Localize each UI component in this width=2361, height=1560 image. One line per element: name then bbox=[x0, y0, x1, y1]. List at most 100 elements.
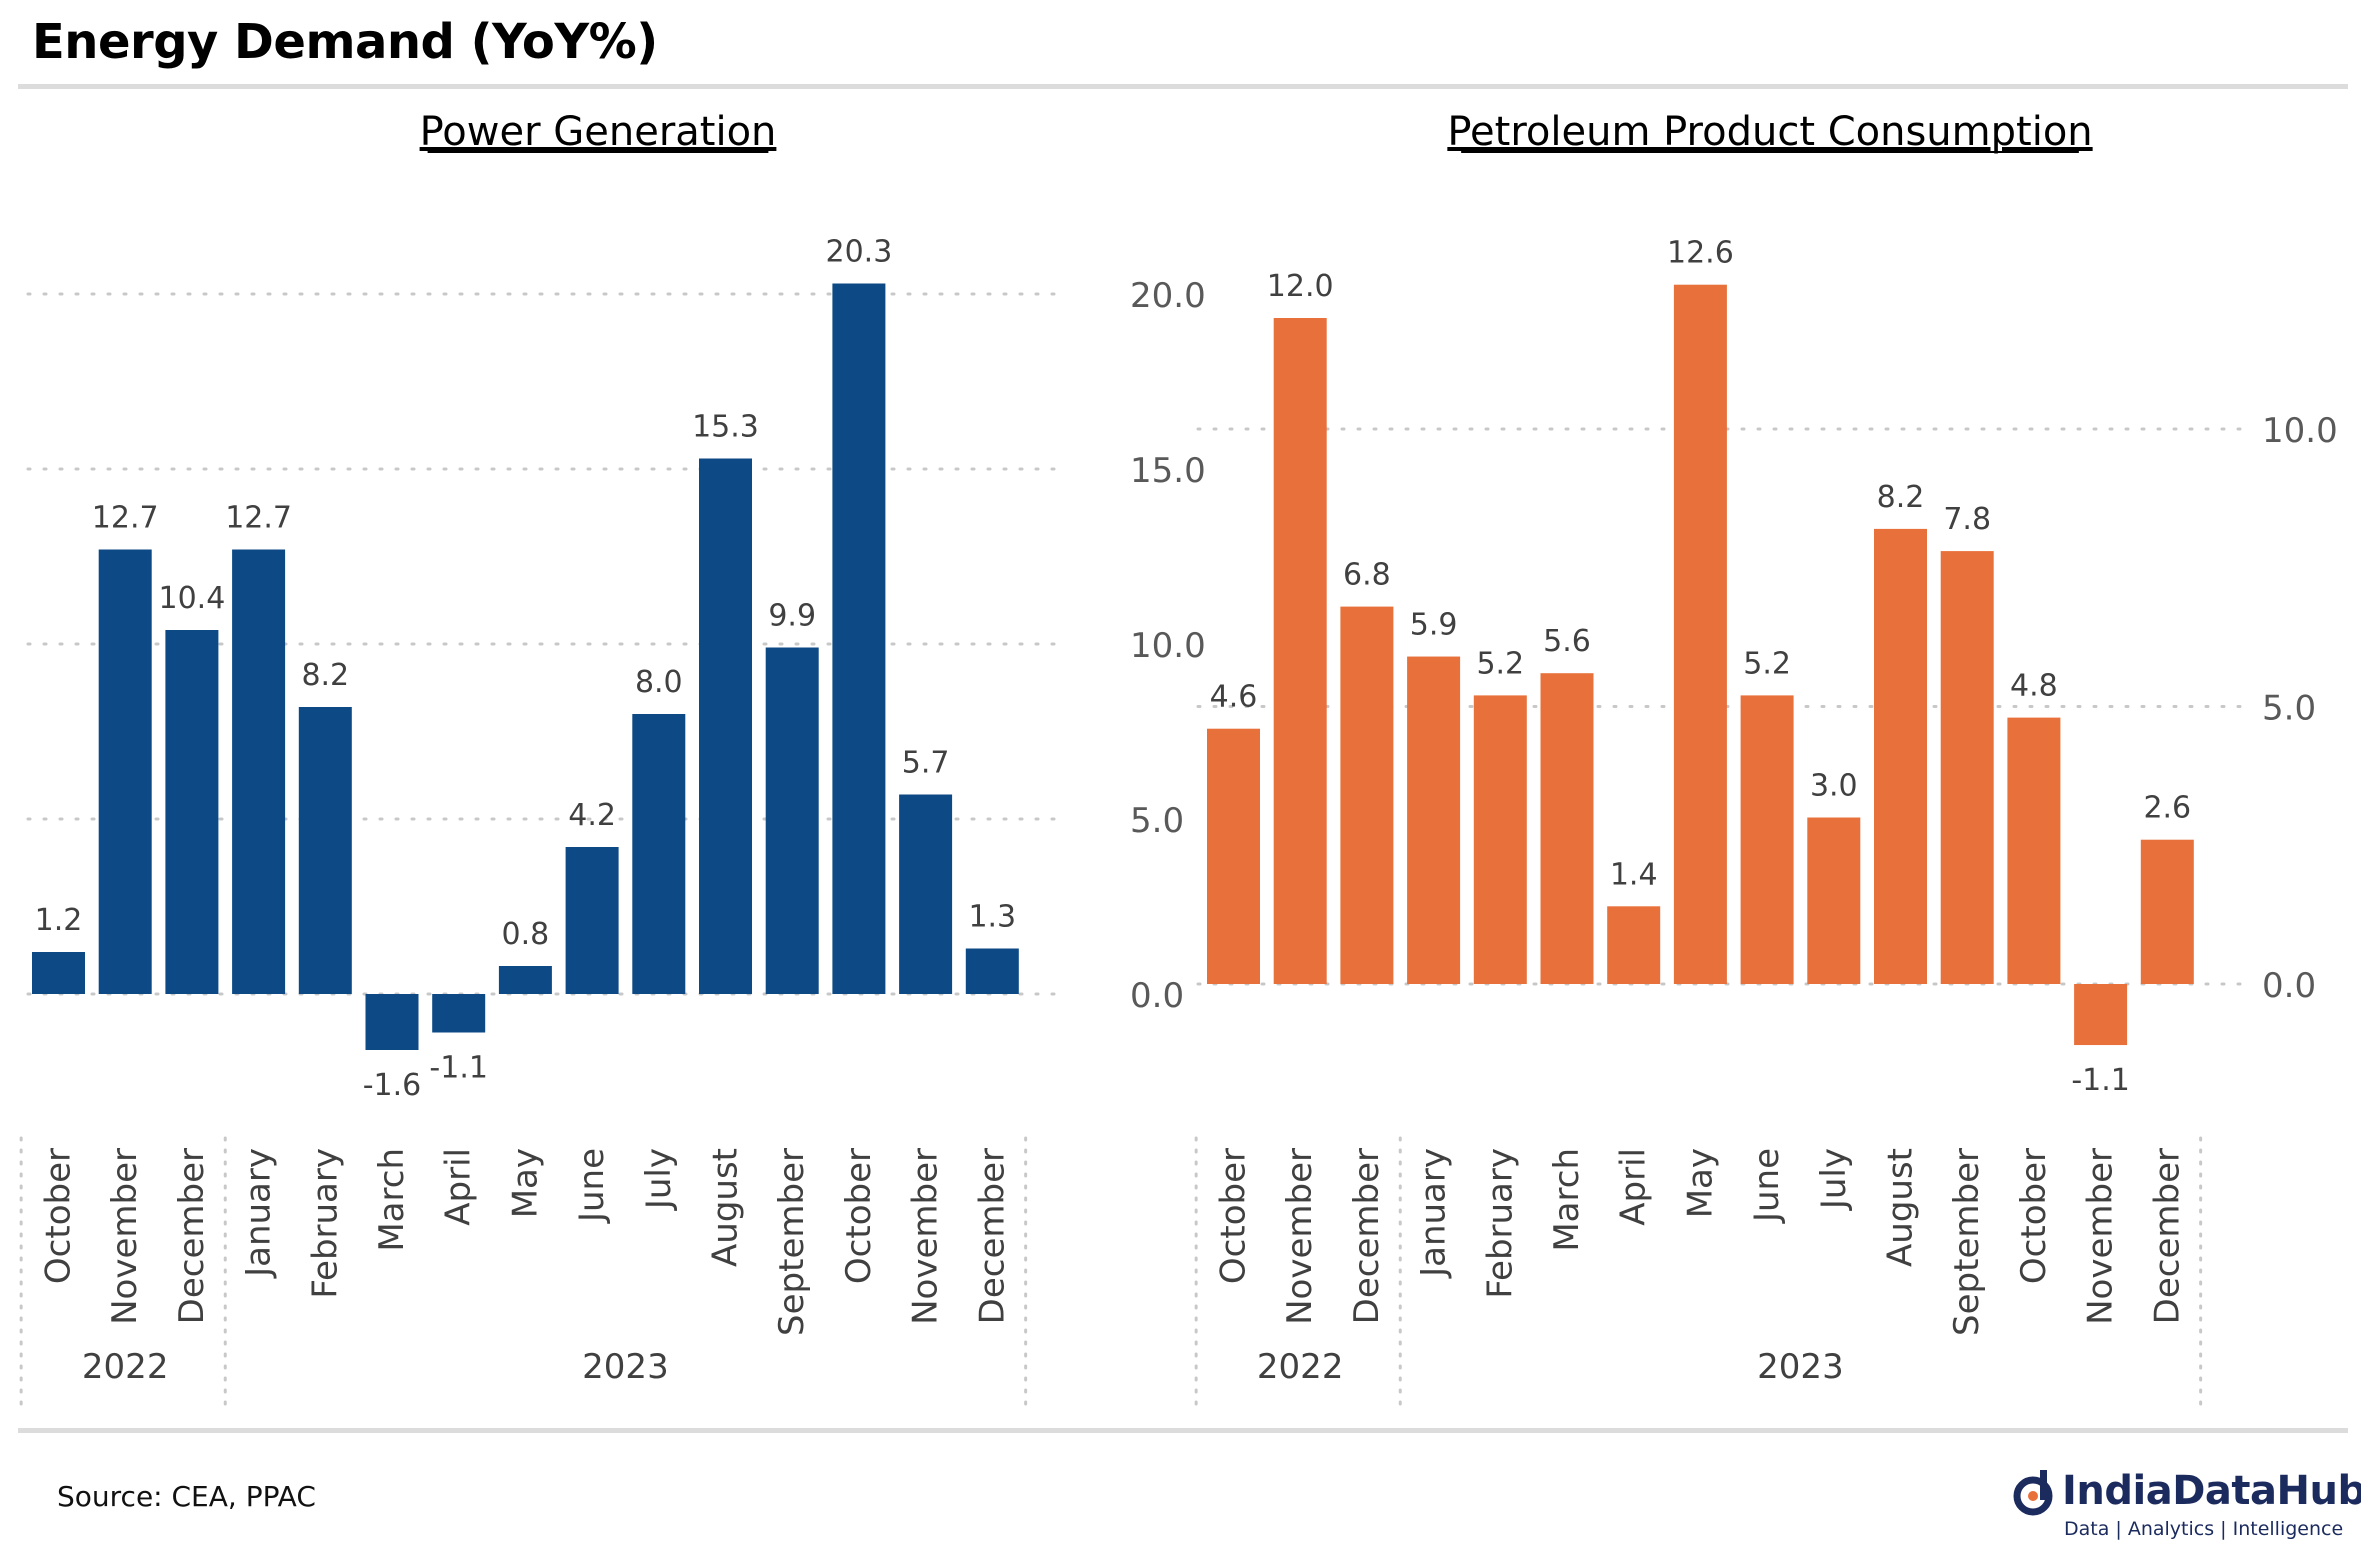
data-label: -1.1 bbox=[429, 1051, 488, 1086]
x-tick-label: September bbox=[772, 1148, 812, 1336]
x-tick-label: November bbox=[906, 1148, 946, 1325]
bar bbox=[1673, 284, 1727, 984]
x-tick-label: July bbox=[639, 1148, 679, 1211]
source-note: Source: CEA, PPAC bbox=[57, 1480, 316, 1513]
x-tick-label: January bbox=[239, 1148, 279, 1279]
data-label: 12.7 bbox=[92, 501, 159, 536]
x-tick-label: December bbox=[1347, 1148, 1387, 1324]
data-label: 2.6 bbox=[2143, 791, 2191, 826]
x-tick-label: October bbox=[1214, 1148, 1254, 1284]
data-label: 1.3 bbox=[968, 900, 1016, 935]
bar bbox=[1540, 673, 1594, 984]
x-tick-label: January bbox=[1414, 1148, 1454, 1279]
bar bbox=[1407, 656, 1461, 984]
bar bbox=[965, 948, 1019, 994]
x-tick-label: November bbox=[2081, 1148, 2121, 1325]
bar bbox=[298, 707, 352, 994]
data-label: 4.8 bbox=[2010, 669, 2058, 704]
y-tick-label: 10.0 bbox=[1130, 626, 1206, 666]
x-tick-label: August bbox=[1881, 1148, 1921, 1267]
data-label: 20.3 bbox=[826, 235, 893, 270]
bar bbox=[1740, 695, 1794, 984]
x-tick-label: May bbox=[1680, 1148, 1720, 1218]
y-tick-label: 20.0 bbox=[1130, 276, 1206, 316]
bar bbox=[1340, 606, 1394, 984]
bar bbox=[1807, 817, 1861, 984]
data-label: 4.6 bbox=[1210, 680, 1258, 715]
year-label: 2023 bbox=[1757, 1347, 1844, 1387]
data-label: 15.3 bbox=[692, 410, 759, 445]
data-label: 3.0 bbox=[1810, 769, 1858, 804]
x-tick-label: December bbox=[972, 1148, 1012, 1324]
x-tick-label: November bbox=[105, 1148, 145, 1325]
bar bbox=[432, 994, 486, 1033]
bar bbox=[32, 952, 85, 994]
x-tick-label: July bbox=[1814, 1148, 1854, 1211]
data-label: 12.7 bbox=[225, 501, 292, 536]
bar bbox=[765, 647, 819, 994]
data-label: 10.4 bbox=[159, 581, 226, 616]
data-label: 5.6 bbox=[1543, 624, 1591, 659]
bar bbox=[232, 549, 286, 994]
x-tick-label: August bbox=[706, 1148, 746, 1267]
x-tick-label: October bbox=[2014, 1148, 2054, 1284]
data-label: 12.6 bbox=[1667, 236, 1734, 271]
data-label: 7.8 bbox=[1943, 502, 1991, 537]
y-tick-label: 15.0 bbox=[1130, 451, 1206, 491]
data-label: 1.2 bbox=[35, 903, 83, 938]
data-label: 5.9 bbox=[1410, 608, 1458, 643]
y-tick-label: 0.0 bbox=[1130, 976, 1184, 1016]
y-tick-label: 5.0 bbox=[1130, 801, 1184, 841]
data-label: 5.7 bbox=[902, 746, 950, 781]
bar bbox=[899, 794, 953, 994]
bar bbox=[98, 549, 152, 994]
bar bbox=[1940, 551, 1994, 984]
logo-tagline: Data | Analytics | Intelligence bbox=[2064, 1518, 2344, 1540]
bar bbox=[2140, 839, 2194, 984]
bar bbox=[1273, 318, 1327, 984]
bar bbox=[365, 994, 419, 1050]
data-label: 8.2 bbox=[1877, 480, 1925, 515]
indiadatahub-logo-icon bbox=[2013, 1470, 2053, 1516]
logo-name: IndiaDataHub bbox=[2062, 1468, 2361, 1514]
data-label: 5.2 bbox=[1476, 646, 1524, 681]
y-tick-label: 0.0 bbox=[2262, 966, 2316, 1006]
chart-panel-1: Power Generation 0.0 5.0 10.0 15.0 20.0 1.2 12.… bbox=[19, 109, 1206, 1414]
data-label: -1.6 bbox=[363, 1068, 422, 1103]
bar bbox=[1874, 528, 1927, 984]
x-tick-label: October bbox=[839, 1148, 879, 1284]
data-label: 6.8 bbox=[1343, 558, 1391, 593]
charts-container: Power Generation 0.0 5.0 10.0 15.0 20.0 1.2 12.… bbox=[19, 109, 2338, 1414]
bar bbox=[2007, 717, 2061, 984]
bar bbox=[1473, 695, 1527, 984]
year-label: 2022 bbox=[1257, 1347, 1344, 1387]
x-tick-label: February bbox=[305, 1148, 345, 1299]
year-label: 2023 bbox=[582, 1347, 669, 1387]
bar bbox=[498, 966, 552, 994]
x-tick-label: March bbox=[1547, 1148, 1587, 1252]
y-tick-label: 5.0 bbox=[2262, 689, 2316, 729]
x-tick-label: June bbox=[1747, 1148, 1787, 1224]
data-label: 9.9 bbox=[768, 599, 816, 634]
x-tick-label: November bbox=[1280, 1148, 1320, 1325]
bar bbox=[1607, 906, 1661, 984]
x-tick-label: March bbox=[372, 1148, 412, 1252]
data-label: 12.0 bbox=[1267, 269, 1334, 304]
page-title: Energy Demand (YoY%) bbox=[32, 14, 658, 70]
chart-panel-2: Petroleum Product Consumption 0.0 5.0 10.0 4… bbox=[1194, 109, 2338, 1414]
y-tick-label: 10.0 bbox=[2262, 411, 2338, 451]
x-tick-label: September bbox=[1947, 1148, 1987, 1336]
data-label: 8.2 bbox=[301, 658, 349, 693]
bar bbox=[632, 714, 686, 994]
x-tick-label: February bbox=[1480, 1148, 1520, 1299]
x-tick-label: December bbox=[2147, 1148, 2187, 1324]
x-tick-label: June bbox=[572, 1148, 612, 1224]
x-tick-label: April bbox=[439, 1148, 479, 1226]
x-tick-label: December bbox=[172, 1148, 212, 1324]
data-label: 8.0 bbox=[635, 665, 683, 700]
header-divider bbox=[18, 84, 2348, 89]
data-label: 4.2 bbox=[568, 798, 616, 833]
year-label: 2022 bbox=[82, 1347, 169, 1387]
bar bbox=[1207, 728, 1260, 984]
data-label: 5.2 bbox=[1743, 646, 1791, 681]
